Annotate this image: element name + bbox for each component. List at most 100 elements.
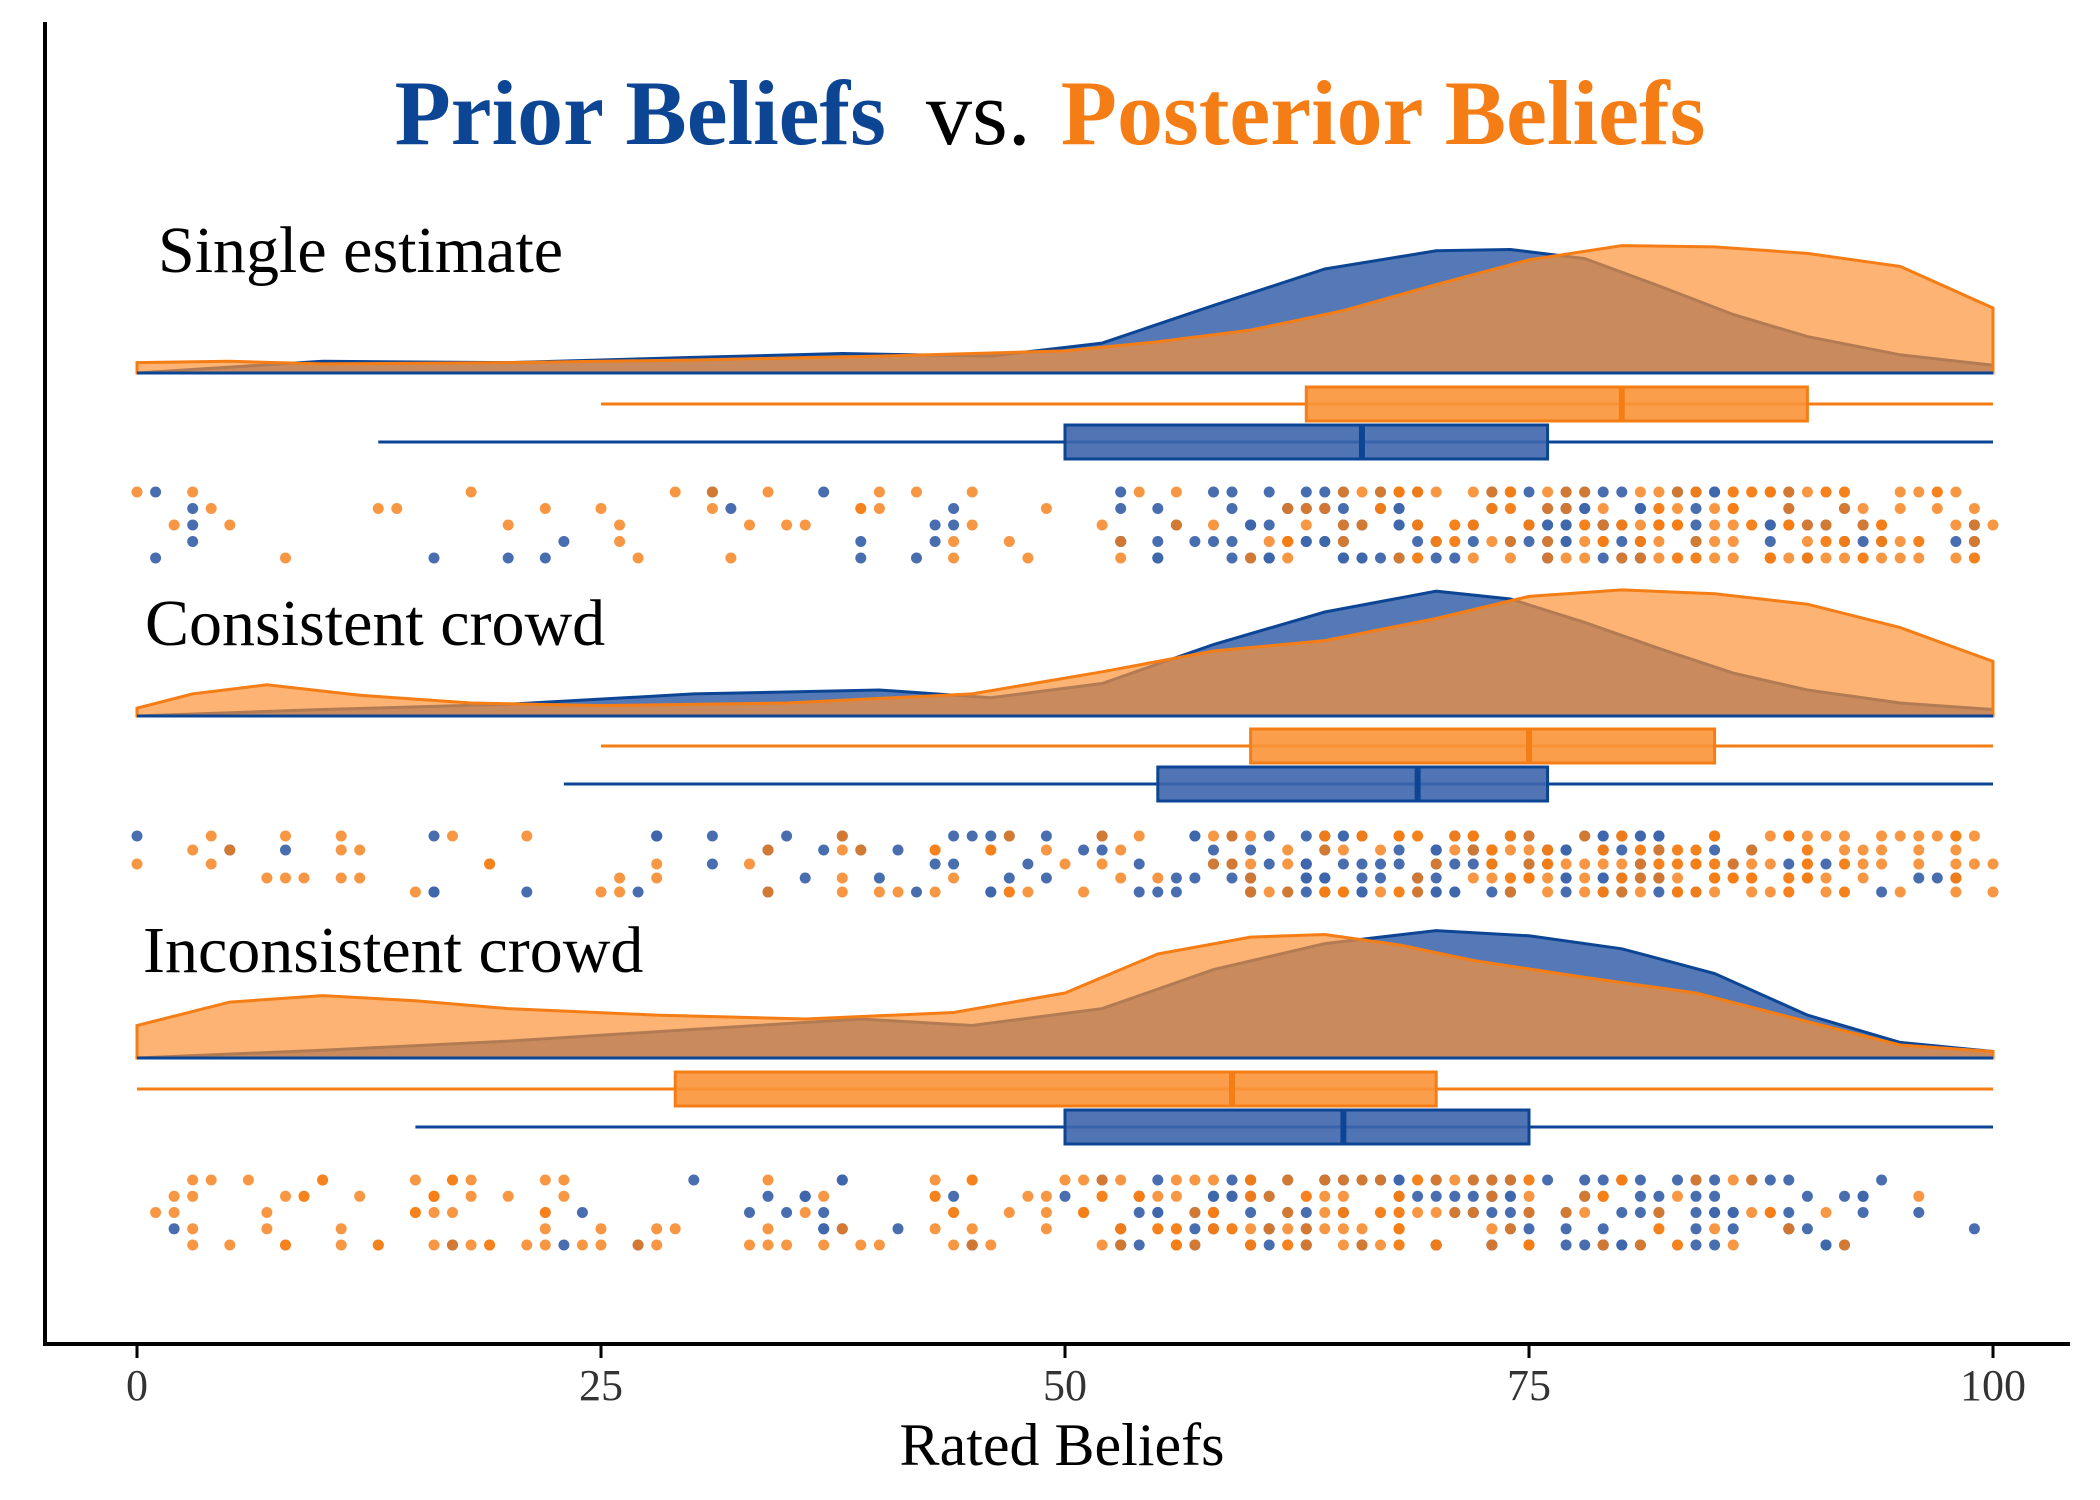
posterior-point bbox=[1839, 1239, 1850, 1251]
posterior-point bbox=[1542, 858, 1554, 870]
posterior-point bbox=[1170, 1174, 1182, 1186]
posterior-point bbox=[781, 519, 793, 531]
posterior-point bbox=[1393, 1207, 1405, 1218]
posterior-point bbox=[1820, 486, 1832, 498]
posterior-point bbox=[1801, 536, 1813, 547]
prior-point bbox=[558, 1239, 570, 1251]
posterior-point bbox=[836, 1223, 848, 1235]
posterior-point bbox=[873, 886, 885, 898]
posterior-point bbox=[1709, 1223, 1721, 1235]
posterior-point bbox=[1560, 858, 1572, 870]
posterior-point bbox=[1115, 536, 1127, 547]
posterior-point bbox=[1412, 886, 1424, 898]
posterior-point bbox=[1115, 1174, 1127, 1186]
group-label-consistent-crowd: Consistent crowd bbox=[145, 587, 605, 660]
posterior-point bbox=[1078, 1207, 1090, 1218]
posterior-point bbox=[280, 1190, 291, 1202]
posterior-point bbox=[1337, 1239, 1349, 1251]
posterior-point bbox=[873, 503, 885, 514]
prior-point bbox=[1709, 844, 1721, 856]
posterior-point bbox=[1523, 1174, 1535, 1186]
prior-point bbox=[1449, 1190, 1461, 1202]
posterior-point bbox=[1579, 1190, 1591, 1202]
posterior-point bbox=[651, 1239, 663, 1251]
posterior-point bbox=[1616, 886, 1628, 898]
prior-point bbox=[576, 1207, 588, 1218]
posterior-point bbox=[1170, 1190, 1182, 1202]
prior-point bbox=[1616, 486, 1628, 498]
prior-point bbox=[1634, 1174, 1646, 1186]
posterior-point bbox=[1170, 1223, 1182, 1235]
posterior-point bbox=[1449, 1207, 1461, 1218]
posterior-point bbox=[1542, 552, 1554, 564]
posterior-point bbox=[632, 1239, 644, 1251]
posterior-point bbox=[1170, 1239, 1182, 1251]
posterior-point bbox=[1467, 552, 1479, 564]
posterior-point bbox=[1393, 886, 1405, 898]
posterior-point bbox=[1189, 1207, 1201, 1218]
posterior-point bbox=[1282, 536, 1294, 547]
posterior-point bbox=[187, 486, 199, 498]
posterior-point bbox=[1337, 1207, 1349, 1218]
prior-point bbox=[1597, 1223, 1609, 1235]
prior-point bbox=[1115, 503, 1127, 514]
prior-point bbox=[1040, 872, 1052, 884]
prior-point bbox=[1560, 536, 1572, 547]
posterior-point bbox=[1727, 486, 1739, 498]
posterior-point bbox=[1486, 1223, 1498, 1235]
posterior-point bbox=[1467, 844, 1479, 856]
posterior-point bbox=[948, 1239, 960, 1251]
prior-point bbox=[818, 1207, 830, 1218]
posterior-point bbox=[1040, 1207, 1052, 1218]
posterior-point bbox=[1616, 872, 1628, 884]
posterior-point bbox=[168, 519, 180, 531]
posterior-point bbox=[335, 844, 347, 856]
posterior-point bbox=[1523, 830, 1535, 842]
posterior-point bbox=[187, 1223, 199, 1235]
posterior-density-inconsistent-crowd bbox=[135, 932, 1995, 1060]
posterior-point bbox=[985, 844, 997, 856]
prior-point bbox=[1616, 1239, 1628, 1251]
rain-points-inconsistent-crowd bbox=[150, 1174, 1980, 1251]
posterior-point bbox=[1709, 858, 1721, 870]
prior-point bbox=[1226, 872, 1238, 884]
posterior-point bbox=[1263, 886, 1275, 898]
posterior-point bbox=[1245, 1223, 1257, 1235]
posterior-point bbox=[1579, 830, 1591, 842]
posterior-point bbox=[1393, 486, 1405, 498]
posterior-point bbox=[1820, 536, 1832, 547]
posterior-point bbox=[521, 830, 533, 842]
posterior-point bbox=[1504, 886, 1516, 898]
prior-point bbox=[725, 503, 737, 514]
posterior-point bbox=[1096, 1174, 1108, 1186]
posterior-point bbox=[1690, 858, 1702, 870]
posterior-point bbox=[280, 552, 291, 564]
posterior-point bbox=[1542, 536, 1554, 547]
posterior-point bbox=[781, 1239, 793, 1251]
posterior-point bbox=[1319, 830, 1331, 842]
posterior-point bbox=[1950, 872, 1962, 884]
posterior-point bbox=[1096, 1190, 1108, 1202]
posterior-point bbox=[447, 1174, 458, 1186]
prior-point bbox=[1356, 872, 1368, 884]
posterior-point bbox=[1208, 519, 1219, 531]
prior-point bbox=[1764, 519, 1776, 531]
posterior-box-inconsistent-crowd bbox=[673, 1070, 1438, 1108]
posterior-point bbox=[1987, 886, 1999, 898]
posterior-point bbox=[725, 552, 737, 564]
posterior-point bbox=[1616, 858, 1628, 870]
posterior-point bbox=[1616, 519, 1628, 531]
prior-point bbox=[1152, 536, 1164, 547]
posterior-point bbox=[1337, 844, 1349, 856]
prior-point bbox=[1690, 1223, 1702, 1235]
prior-point bbox=[1226, 1190, 1238, 1202]
prior-point bbox=[1523, 1223, 1535, 1235]
posterior-point bbox=[1597, 858, 1609, 870]
prior-point bbox=[1245, 844, 1257, 856]
prior-point bbox=[1560, 844, 1572, 856]
posterior-point bbox=[1672, 519, 1683, 531]
posterior-point bbox=[1467, 830, 1479, 842]
posterior-point bbox=[948, 1207, 960, 1218]
posterior-point bbox=[1560, 1207, 1572, 1218]
prior-point bbox=[1300, 830, 1312, 842]
